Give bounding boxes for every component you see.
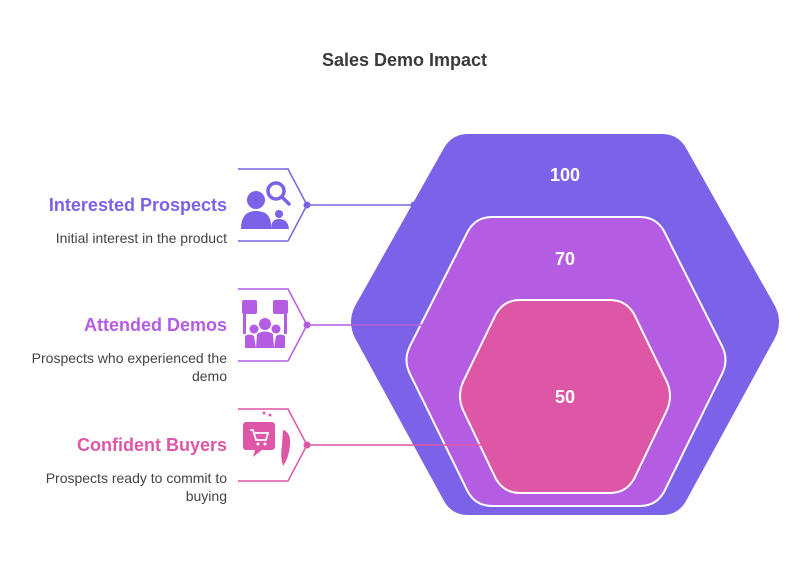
level-label-confident: Confident Buyers Prospects ready to comm…: [22, 435, 227, 505]
prospect-search-icon: [241, 181, 291, 229]
level-name: Attended Demos: [83, 315, 227, 335]
connector-interested: [303, 201, 418, 209]
diagram-title: Sales Demo Impact: [321, 50, 488, 70]
level-description: Initial interest in the product: [55, 230, 227, 246]
level-name: Confident Buyers: [76, 435, 227, 455]
level-name: Interested Prospects: [48, 195, 227, 215]
icon-frame-interested: [238, 168, 308, 242]
level-description: Prospects who experienced the demo: [31, 350, 227, 384]
icon-frame-confident: [238, 408, 308, 482]
demo-audience-icon: [242, 300, 288, 348]
value-inner: 50: [554, 387, 576, 407]
level-label-attended: Attended Demos Prospects who experienced…: [27, 315, 227, 385]
hexagon-inner: [459, 299, 671, 494]
value-outer: 100: [549, 165, 581, 185]
value-middle: 70: [554, 249, 576, 269]
level-label-interested: Interested Prospects Initial interest in…: [7, 195, 227, 247]
level-description: Prospects ready to commit to buying: [45, 470, 227, 504]
icon-frame-attended: [238, 288, 308, 362]
shopping-cart-buyer-icon: [243, 411, 291, 466]
